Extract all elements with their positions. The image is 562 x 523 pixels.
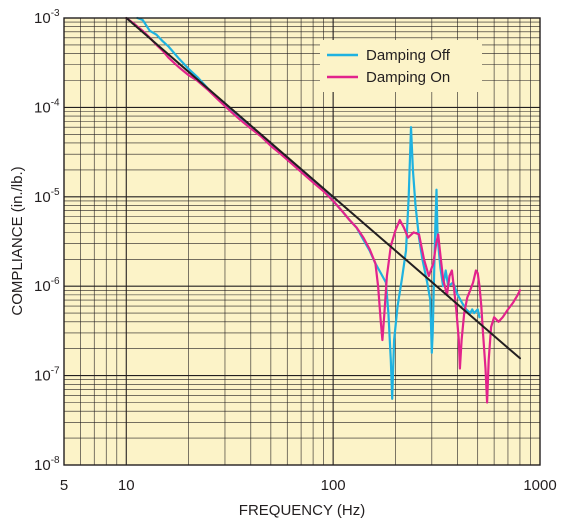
y-tick-label: 10-3 (34, 8, 60, 27)
series-line-1 (125, 16, 522, 404)
y-axis-title: COMPLIANCE (in./lb.) (9, 166, 26, 315)
legend-box (320, 40, 482, 92)
y-tick-label: 10-4 (34, 97, 60, 116)
y-tick-label: 10-8 (34, 455, 60, 474)
x-tick-label: 5 (60, 477, 68, 494)
y-tick-labels: 10-3 10-4 10-5 10-6 10-7 10-8 (34, 8, 60, 474)
grid-lines (63, 18, 540, 466)
legend: Damping Off Damping On (320, 40, 482, 92)
x-tick-label: 100 (321, 477, 346, 494)
plot-frame (63, 17, 541, 466)
legend-label: Damping On (366, 69, 450, 86)
plot-background (64, 18, 540, 465)
x-tick-label: 10 (118, 477, 135, 494)
data-series (125, 16, 522, 404)
x-tick-label: 1000 (523, 477, 556, 494)
y-tick-label: 10-5 (34, 187, 60, 206)
x-tick-labels: 5 10 100 1000 (60, 477, 557, 494)
series-line-2 (125, 17, 521, 360)
y-tick-label: 10-7 (34, 366, 60, 385)
x-axis-title: FREQUENCY (Hz) (239, 502, 365, 519)
legend-label: Damping Off (366, 47, 451, 64)
y-tick-label: 10-6 (34, 276, 60, 295)
